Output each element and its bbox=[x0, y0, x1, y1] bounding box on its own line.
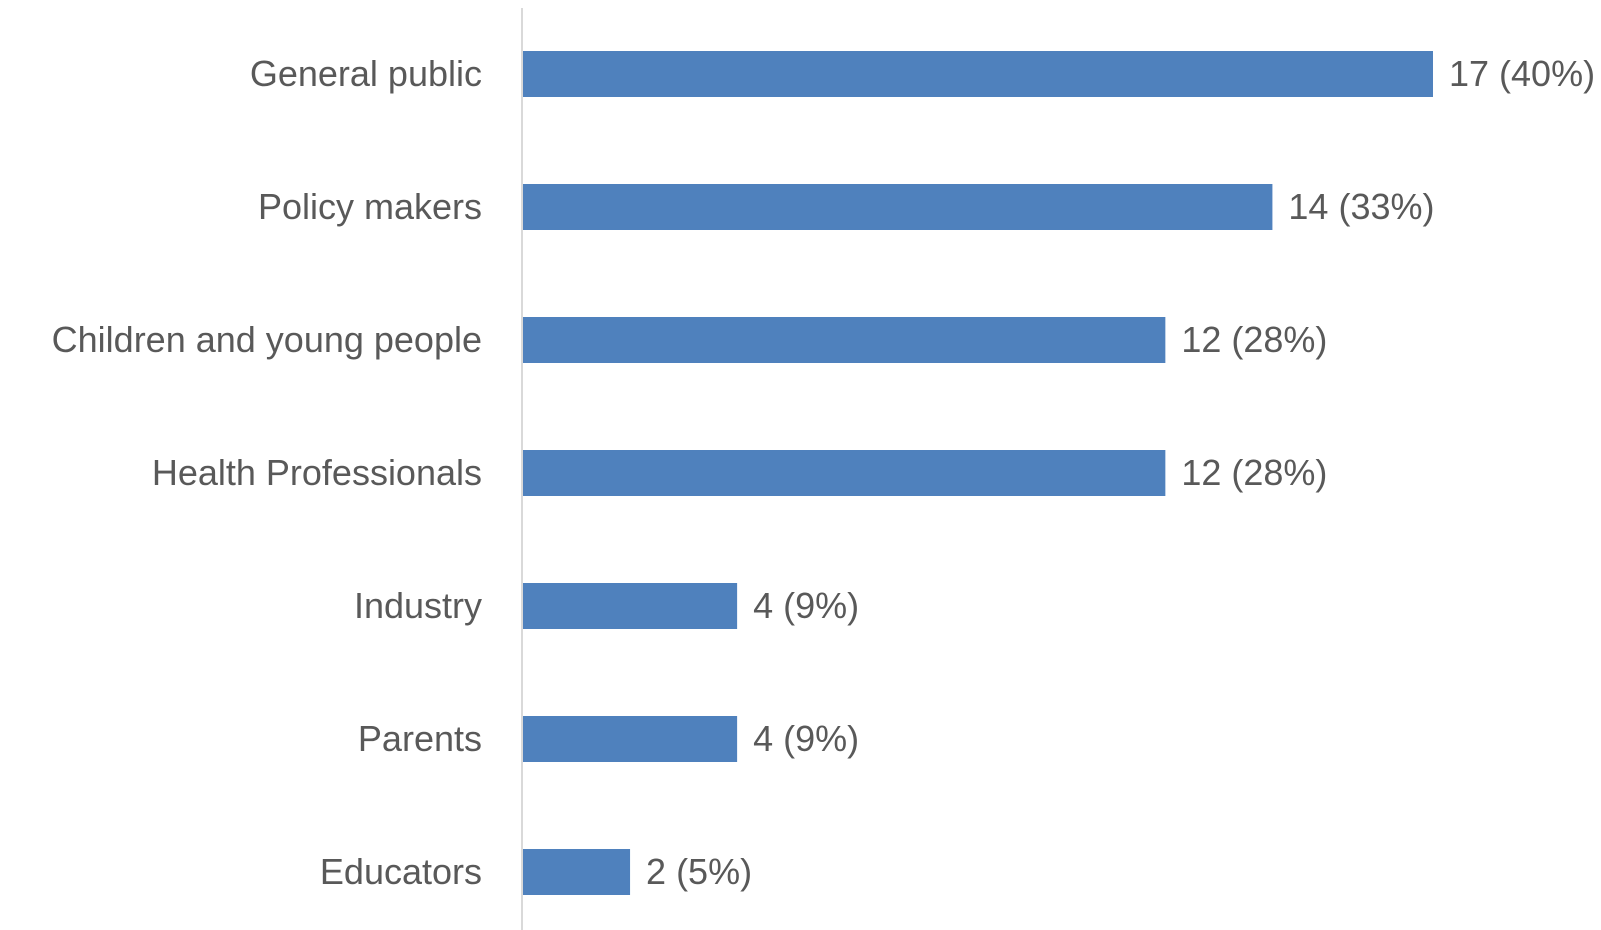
bars bbox=[523, 51, 1433, 895]
data-label: 4 (9%) bbox=[753, 585, 859, 626]
category-label: Policy makers bbox=[258, 186, 482, 227]
category-label: General public bbox=[250, 53, 482, 94]
data-labels: 17 (40%) 14 (33%) 12 (28%) 12 (28%) 4 (9%) 4 … bbox=[646, 53, 1595, 892]
category-label: Educators bbox=[320, 851, 482, 892]
bar bbox=[523, 317, 1166, 363]
category-labels: General public Policy makers Children and … bbox=[52, 53, 482, 892]
bar bbox=[523, 51, 1433, 97]
bar bbox=[523, 849, 631, 895]
category-label: Health Professionals bbox=[152, 452, 482, 493]
data-label: 12 (28%) bbox=[1181, 319, 1327, 360]
data-label: 4 (9%) bbox=[753, 718, 859, 759]
category-label: Children and young people bbox=[52, 319, 482, 360]
bar bbox=[523, 583, 738, 629]
data-label: 17 (40%) bbox=[1449, 53, 1595, 94]
data-label: 2 (5%) bbox=[646, 851, 752, 892]
category-label: Parents bbox=[358, 718, 482, 759]
bar bbox=[523, 716, 738, 762]
bar bbox=[523, 450, 1166, 496]
data-label: 14 (33%) bbox=[1288, 186, 1434, 227]
category-label: Industry bbox=[354, 585, 482, 626]
data-label: 12 (28%) bbox=[1181, 452, 1327, 493]
bar bbox=[523, 184, 1273, 230]
